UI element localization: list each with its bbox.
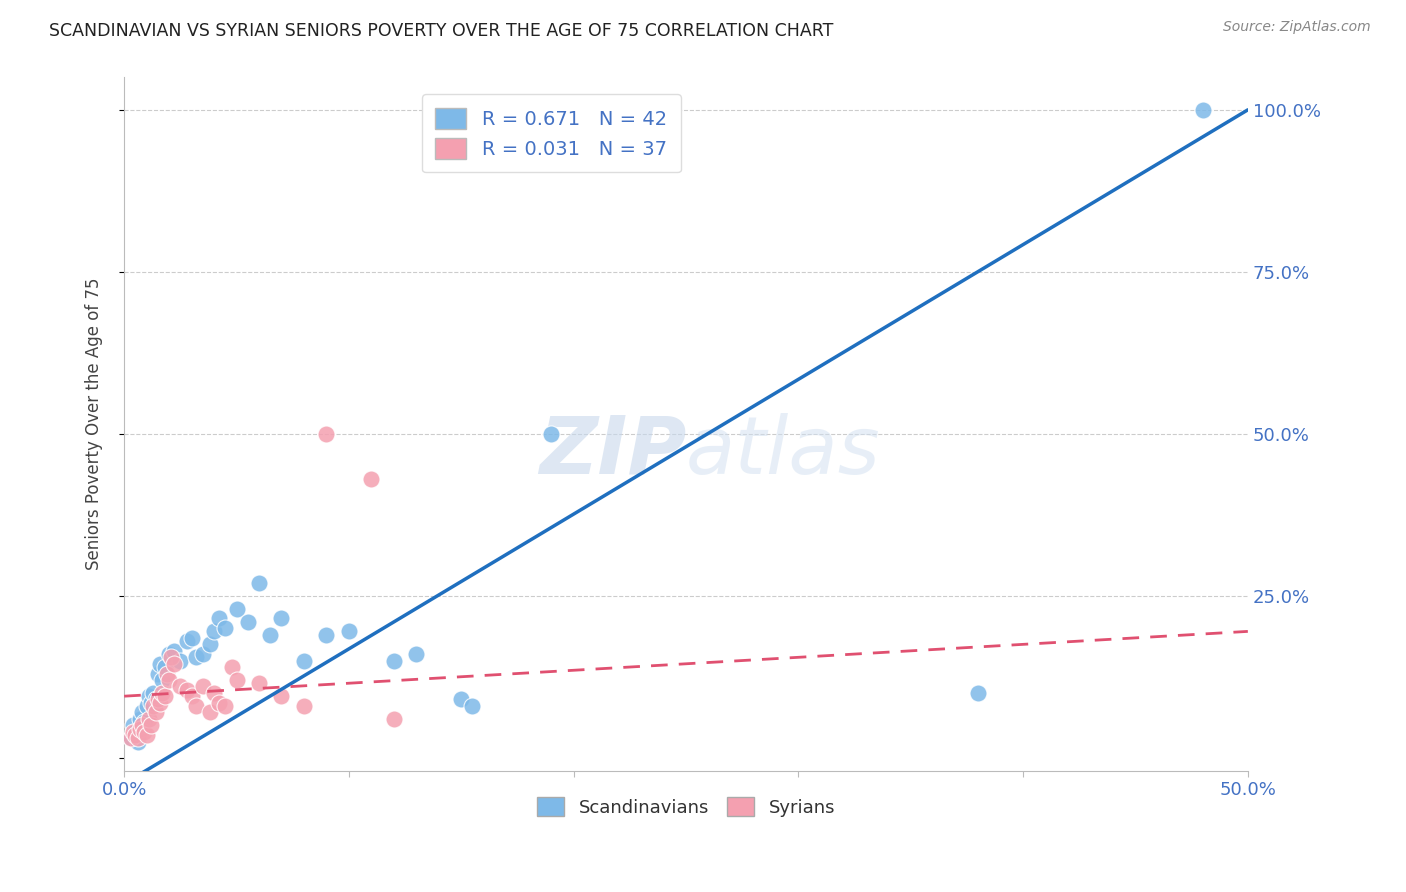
Point [180, 631, 202, 645]
Point [405, 647, 427, 661]
Point [292, 698, 315, 713]
Point [146, 666, 169, 681]
Text: Source: ZipAtlas.com: Source: ZipAtlas.com [1223, 20, 1371, 34]
Point [157, 647, 180, 661]
Point [247, 575, 270, 590]
Point [128, 722, 150, 736]
Point [180, 689, 202, 703]
Point [176, 682, 198, 697]
Point [127, 731, 149, 746]
Legend: Scandinavians, Syrians: Scandinavians, Syrians [530, 790, 842, 824]
Point [184, 650, 207, 665]
Point [122, 724, 145, 739]
Point [198, 637, 221, 651]
Point [191, 680, 214, 694]
Point [169, 680, 191, 694]
Point [160, 650, 183, 665]
Point [191, 647, 214, 661]
Point [1192, 103, 1215, 117]
Point [225, 673, 247, 687]
Point [540, 426, 562, 441]
Y-axis label: Seniors Poverty Over the Age of 75: Seniors Poverty Over the Age of 75 [86, 277, 103, 570]
Point [292, 654, 315, 668]
Point [360, 472, 382, 486]
Point [214, 698, 236, 713]
Point [162, 644, 184, 658]
Point [145, 692, 167, 706]
Point [270, 611, 292, 625]
Point [176, 634, 198, 648]
Point [461, 698, 484, 713]
Point [142, 698, 165, 713]
Point [122, 718, 145, 732]
Point [247, 676, 270, 690]
Point [315, 426, 337, 441]
Point [202, 686, 225, 700]
Point [134, 715, 156, 730]
Point [382, 712, 405, 726]
Point [169, 654, 191, 668]
Point [150, 686, 173, 700]
Point [315, 627, 337, 641]
Point [156, 666, 179, 681]
Text: SCANDINAVIAN VS SYRIAN SENIORS POVERTY OVER THE AGE OF 75 CORRELATION CHART: SCANDINAVIAN VS SYRIAN SENIORS POVERTY O… [49, 22, 834, 40]
Point [149, 696, 172, 710]
Text: ZIP: ZIP [538, 413, 686, 491]
Point [149, 657, 172, 671]
Point [157, 673, 180, 687]
Point [131, 718, 153, 732]
Point [207, 696, 229, 710]
Point [142, 686, 165, 700]
Point [270, 689, 292, 703]
Point [138, 689, 160, 703]
Point [259, 627, 281, 641]
Point [145, 706, 167, 720]
Point [184, 698, 207, 713]
Point [139, 718, 162, 732]
Text: atlas: atlas [686, 413, 880, 491]
Point [127, 734, 149, 748]
Point [198, 706, 221, 720]
Point [225, 601, 247, 615]
Point [153, 689, 176, 703]
Point [124, 724, 146, 739]
Point [131, 706, 153, 720]
Point [146, 692, 169, 706]
Point [202, 624, 225, 639]
Point [120, 731, 142, 746]
Point [138, 712, 160, 726]
Point [139, 696, 162, 710]
Point [236, 615, 259, 629]
Point [134, 724, 156, 739]
Point [124, 728, 146, 742]
Point [135, 698, 157, 713]
Point [221, 660, 243, 674]
Point [120, 731, 142, 746]
Point [207, 611, 229, 625]
Point [135, 728, 157, 742]
Point [128, 712, 150, 726]
Point [450, 692, 472, 706]
Point [967, 686, 990, 700]
Point [337, 624, 360, 639]
Point [214, 621, 236, 635]
Point [153, 660, 176, 674]
Point [382, 654, 405, 668]
Point [162, 657, 184, 671]
Point [150, 673, 173, 687]
